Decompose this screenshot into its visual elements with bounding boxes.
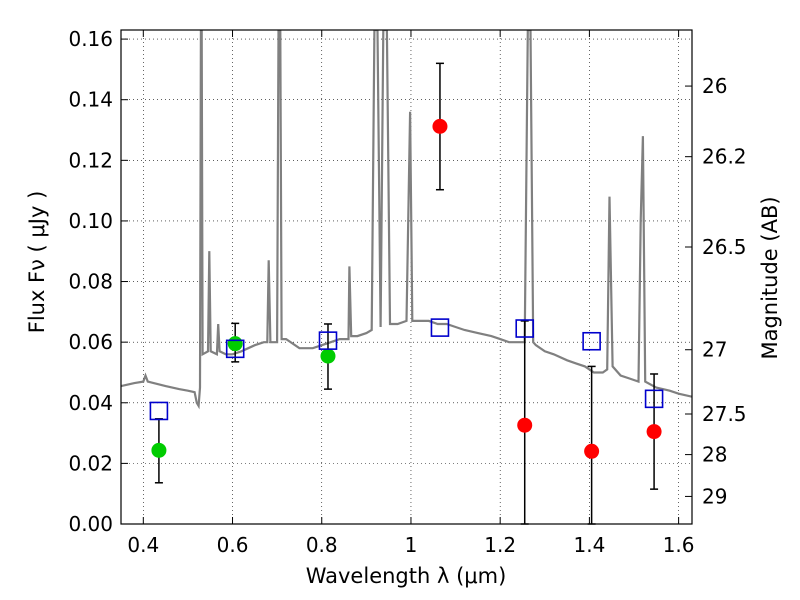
x-tick-label: 0.6 (217, 533, 249, 557)
x-tick-label: 1.4 (573, 533, 605, 557)
right-tick-label: 27 (702, 338, 727, 362)
model-spectrum-line (121, 30, 692, 410)
right-tick-label: 26.5 (702, 235, 747, 259)
y-tick-label: 0.14 (68, 88, 113, 112)
markers-layer (149, 118, 664, 459)
y-tick-label: 0.06 (68, 330, 113, 354)
model-photometry-square (225, 339, 245, 359)
x-tick-label: 1.2 (484, 533, 516, 557)
right-tick-label: 26.2 (702, 145, 747, 169)
plot-frame (120, 29, 693, 525)
right-axis-ticks: 26 26.2 26.5 27 27.5 28 29 (685, 74, 747, 508)
y-tick-label: 0.10 (68, 209, 113, 233)
data-point-circle (584, 443, 600, 459)
y-tick-label: 0.12 (68, 148, 113, 172)
y-tick-label: 0.02 (68, 451, 113, 475)
model-photometry-square (644, 389, 664, 409)
model-photometry-square (318, 331, 338, 350)
x-axis-label: Wavelength λ (μm) (306, 564, 507, 588)
y-tick-label: 0.08 (68, 270, 113, 294)
data-point-circle (227, 336, 243, 352)
data-point-circle (517, 417, 533, 433)
model-photometry-square (149, 401, 169, 421)
y-axis-label: Flux Fν ( μJy ) (25, 191, 49, 334)
data-point-circle (151, 442, 167, 458)
x-tick-label: 0.4 (127, 533, 159, 557)
right-tick-label: 26 (702, 74, 727, 98)
y-axis-ticks: 0.00 0.02 0.04 0.06 0.08 0.10 0.12 0.14 0.16 (68, 27, 128, 536)
model-spectrum-layer (121, 30, 692, 410)
right-axis-label: Magnitude (AB) (758, 196, 782, 359)
data-point-circle (646, 424, 662, 440)
model-photometry-square (582, 331, 601, 351)
x-axis-ticks: 0.4 0.6 0.8 1 1.2 1.4 1.6 (127, 30, 695, 557)
right-tick-label: 27.5 (702, 402, 747, 426)
y-tick-label: 0.04 (68, 391, 113, 415)
x-tick-label: 1 (405, 533, 418, 557)
data-point-circle (320, 348, 336, 364)
right-tick-label: 28 (702, 443, 727, 467)
y-tick-label: 0.00 (68, 512, 113, 536)
model-photometry-square (430, 318, 450, 337)
y-tick-label: 0.16 (68, 27, 113, 51)
model-photometry-square (515, 319, 535, 338)
data-point-circle (432, 118, 448, 134)
right-tick-label: 29 (702, 484, 727, 508)
x-tick-label: 0.8 (306, 533, 338, 557)
x-tick-label: 1.6 (663, 533, 695, 557)
